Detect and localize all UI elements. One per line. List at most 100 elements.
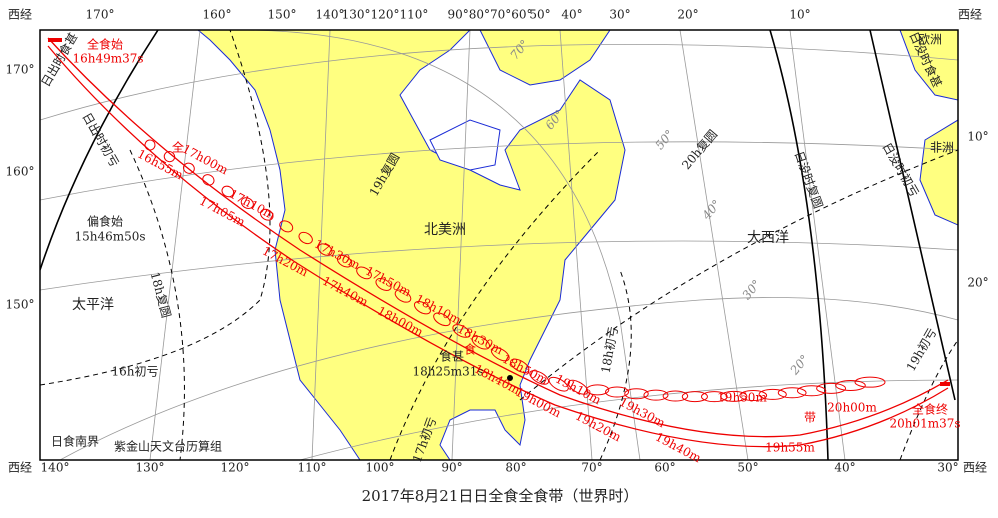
- greenland: [479, 30, 611, 86]
- shadow-oval: [471, 335, 490, 350]
- title-label: 2017年8月21日日全食全食带（世界时）: [362, 487, 639, 505]
- start-label: 16h49m37s: [72, 52, 143, 66]
- frame: [39, 29, 959, 461]
- shadow-oval: [816, 382, 847, 394]
- frame-label: 40°: [834, 461, 855, 475]
- shadow-oval: [183, 162, 195, 174]
- frame-label: 50°: [737, 461, 758, 475]
- frame-label: 西经: [8, 8, 32, 22]
- shadow-oval: [375, 277, 392, 291]
- greatest-label: 食甚: [440, 349, 464, 364]
- frame-label: 150°: [268, 8, 297, 22]
- shadow-oval: [700, 391, 728, 403]
- shadow-oval: [758, 388, 787, 400]
- africa: [919, 119, 958, 226]
- shadow-oval: [240, 197, 254, 209]
- frame-label: 150°: [6, 298, 35, 312]
- regions-label: 非洲: [930, 141, 954, 155]
- frame-label: 140°: [316, 8, 345, 22]
- shadow-oval: [490, 347, 510, 362]
- regions-label: 太平洋: [72, 297, 114, 313]
- end-label: 全食终: [912, 402, 948, 417]
- shadow-oval: [202, 174, 215, 186]
- frame-label: 40°: [561, 8, 582, 22]
- shadow-oval: [854, 376, 886, 388]
- shadow-oval: [163, 151, 176, 163]
- contact-lines-label: 16h初亏: [112, 365, 159, 379]
- greatest-point: [507, 375, 513, 381]
- regions-label: 北美洲: [424, 222, 466, 238]
- band-word-label: 全: [172, 140, 184, 155]
- shadow-oval: [298, 231, 313, 245]
- shadow-oval: [221, 185, 235, 198]
- shadow-oval: [605, 386, 630, 398]
- frame-label: 30°: [609, 8, 630, 22]
- shadow-oval: [260, 208, 274, 221]
- graticule: [40, 30, 958, 460]
- frame-label: 西经: [963, 461, 987, 475]
- frame-label: 90°80°70°60°: [447, 8, 532, 22]
- frame-label: 170°: [6, 63, 35, 77]
- frame-label: 120°: [221, 461, 250, 475]
- shadow-oval: [681, 391, 708, 403]
- frame-label: 160°: [203, 8, 232, 22]
- shadow-oval: [394, 289, 412, 303]
- frame-label: 110°: [298, 461, 327, 475]
- band-word-label: 带: [804, 411, 816, 425]
- band-word-label: 食: [464, 342, 476, 357]
- band-ends: [48, 38, 950, 386]
- regions-label: 欧洲: [918, 33, 942, 47]
- frame-label: 西经: [958, 8, 982, 22]
- shadow-oval: [279, 220, 294, 233]
- times-label: 19h50m: [717, 391, 767, 405]
- frame-label: 90°: [441, 461, 462, 475]
- frame-label: 160°: [6, 165, 35, 179]
- frame-label: 20°: [967, 276, 988, 290]
- shadow-oval: [510, 358, 530, 373]
- shadow-oval: [643, 389, 669, 401]
- frame-label: 60°: [654, 461, 675, 475]
- shadow-oval: [662, 390, 689, 402]
- partial-start-label: 15h46m50s: [74, 230, 145, 244]
- europe: [899, 30, 958, 101]
- frame-label: 140°: [41, 461, 70, 475]
- frame-label: 170°: [86, 8, 115, 22]
- shadow-oval: [529, 370, 550, 385]
- shadow-oval: [796, 385, 827, 397]
- partial-start-label: 偏食始: [87, 214, 123, 229]
- shadow-oval: [739, 390, 768, 402]
- frame-label: 70°: [581, 461, 602, 475]
- start-label: 全食始: [87, 37, 123, 52]
- shadow-ovals: [144, 139, 886, 403]
- shadow-oval: [777, 387, 807, 399]
- shadow-oval: [144, 139, 156, 151]
- shadow-oval: [433, 312, 451, 327]
- totality-band: [47, 37, 949, 448]
- frame-label: 130°120°110°: [342, 8, 429, 22]
- boundary-lines: [40, 30, 956, 460]
- greatest-label: 18h25m31s: [412, 365, 483, 379]
- shadow-oval: [336, 254, 353, 268]
- frame-label: 130°: [136, 461, 165, 475]
- shadow-oval: [624, 388, 649, 400]
- shadow-oval: [452, 324, 471, 338]
- shadow-oval: [548, 376, 569, 392]
- frame-label: 80°: [505, 461, 526, 475]
- frame-label: 30°: [937, 461, 958, 475]
- frame-label: 10°: [967, 130, 988, 144]
- credit-label: 紫金山天文台历算组: [114, 439, 222, 454]
- boundaries-label: 日食南界: [51, 434, 99, 449]
- times-label: 20h00m: [827, 401, 877, 415]
- shadow-oval: [317, 243, 333, 256]
- frame-label: 20°: [677, 8, 698, 22]
- shadow-oval: [413, 301, 431, 315]
- frame-label: 100°: [366, 461, 395, 475]
- frame-label: 50°: [529, 8, 550, 22]
- frame-label: 10°: [789, 8, 810, 22]
- regions-label: 大西洋: [747, 230, 789, 246]
- shadow-oval: [720, 390, 748, 402]
- shadow-oval: [585, 384, 610, 396]
- frame-label: 西经: [8, 461, 32, 475]
- north-america: [197, 30, 626, 460]
